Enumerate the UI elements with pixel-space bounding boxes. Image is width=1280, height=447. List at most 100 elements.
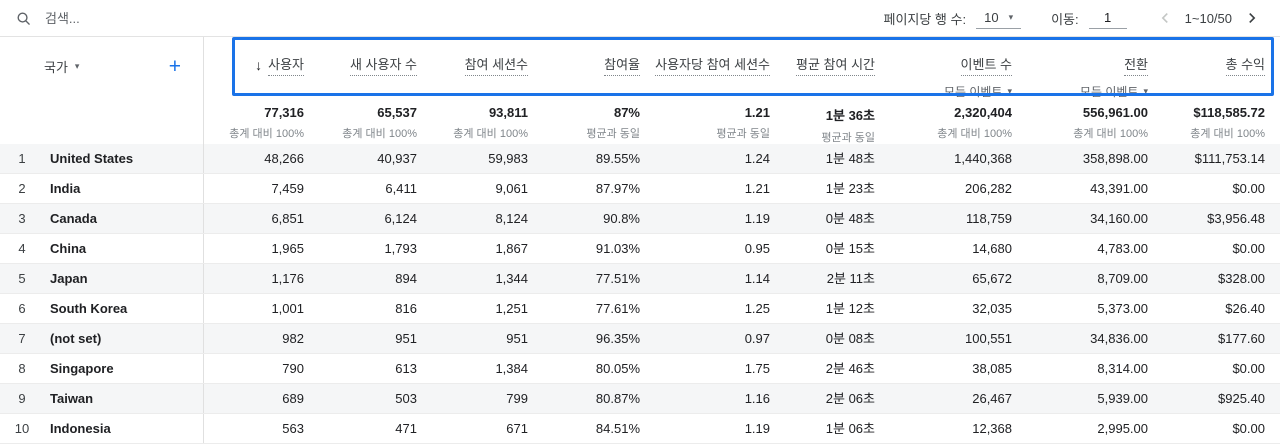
metric-headers: ↓ 사용자 새 사용자 수 참여 세션수 참여율 사용자당 참여 세션수 평균 참여 시간 이… — [204, 37, 1280, 99]
row-cell: 503 — [395, 391, 417, 406]
dimension-header-cell: 국가 ▾ + — [0, 37, 204, 96]
table-toolbar: 페이지당 행 수: 10 ▾ 이동: 1~10/50 — [0, 0, 1280, 37]
totals-cell: 1분 36초 평균과 동일 — [770, 96, 875, 144]
rows-per-page-label: 페이지당 행 수: — [883, 11, 967, 27]
previous-page-button[interactable] — [1151, 8, 1179, 28]
goto-page-label: 이동: — [1051, 11, 1079, 27]
row-country: China — [44, 234, 204, 263]
row-cell: 1분 06초 — [825, 421, 875, 436]
row-cell: $0.00 — [1232, 181, 1265, 196]
row-cell: 91.03% — [595, 241, 640, 256]
event-filter-dropdown[interactable]: 모든 이벤트 ▾ — [875, 83, 1012, 100]
column-header-8[interactable]: 총 수익 — [1148, 37, 1280, 96]
row-cell: 2분 46초 — [825, 361, 875, 376]
row-cell: 1,867 — [495, 241, 528, 256]
search-input[interactable] — [43, 9, 363, 27]
totals-sublabel: 총계 대비 100% — [342, 128, 417, 140]
table-header-row: 국가 ▾ + ↓ 사용자 새 사용자 수 참여 세션수 참여율 사용자당 참여 세션수 평균… — [0, 37, 1280, 99]
row-country: Singapore — [44, 354, 204, 383]
row-cell: 8,314.00 — [1097, 361, 1148, 376]
row-cell: 5,939.00 — [1097, 391, 1148, 406]
totals-value: 1분 36초 — [825, 108, 875, 123]
column-header-label[interactable]: 참여율 — [604, 54, 640, 76]
pagination-range: 1~10/50 — [1184, 10, 1232, 26]
column-header-label[interactable]: 총 수익 — [1225, 54, 1265, 76]
row-cell: $925.40 — [1218, 391, 1265, 406]
table-row: 4 China 1,965 1,793 1,867 91.03% 0.95 0분 15초 14,… — [0, 234, 1280, 264]
row-cell: 816 — [395, 301, 417, 316]
row-cell: 1,344 — [495, 271, 528, 286]
column-header-5[interactable]: 평균 참여 시간 — [770, 37, 875, 96]
row-cell: 1.21 — [744, 181, 770, 196]
column-header-line: 새 사용자 수 — [304, 54, 417, 76]
row-cell: 65,672 — [972, 271, 1012, 286]
sort-descending-icon: ↓ — [255, 57, 263, 73]
row-cell: 206,282 — [965, 181, 1012, 196]
next-page-button[interactable] — [1238, 8, 1266, 28]
column-header-label[interactable]: 평균 참여 시간 — [796, 54, 875, 76]
row-cell: 1.25 — [744, 301, 770, 316]
row-cell: 38,085 — [972, 361, 1012, 376]
column-header-4[interactable]: 사용자당 참여 세션수 — [640, 37, 770, 96]
column-header-0[interactable]: ↓ 사용자 — [204, 37, 304, 96]
totals-value: $118,585.72 — [1193, 105, 1265, 120]
column-header-line: 전환 — [1012, 54, 1148, 76]
row-cell: 951 — [506, 331, 528, 346]
column-header-line: 이벤트 수 — [875, 54, 1012, 76]
column-header-line: ↓ 사용자 — [204, 54, 304, 76]
row-rank: 10 — [14, 421, 30, 436]
table-row: 1 United States 48,266 40,937 59,983 89.55% 1.… — [0, 144, 1280, 174]
pagination-controls: 페이지당 행 수: 10 ▾ 이동: 1~10/50 — [883, 7, 1266, 29]
row-cell: 6,124 — [384, 211, 417, 226]
row-cell: 34,836.00 — [1090, 331, 1148, 346]
row-cell: 80.05% — [595, 361, 640, 376]
row-cell: 59,983 — [488, 151, 528, 166]
event-filter-dropdown[interactable]: 모든 이벤트 ▾ — [1012, 83, 1148, 100]
row-cell: 2분 06초 — [825, 391, 875, 406]
row-cell: 1,965 — [271, 241, 304, 256]
row-rank: 7 — [18, 331, 26, 346]
rows-per-page-select[interactable]: 10 ▾ — [976, 8, 1022, 29]
row-cell: $3,956.48 — [1207, 211, 1265, 226]
add-dimension-button[interactable]: + — [168, 55, 181, 78]
column-header-label[interactable]: 전환 — [1124, 54, 1148, 76]
row-country: Taiwan — [44, 384, 204, 413]
totals-sublabel: 총계 대비 100% — [1190, 128, 1265, 140]
column-header-2[interactable]: 참여 세션수 — [417, 37, 528, 96]
row-cell: 7,459 — [271, 181, 304, 196]
column-header-label[interactable]: 이벤트 수 — [960, 54, 1012, 76]
table-row: 6 South Korea 1,001 816 1,251 77.61% 1.25 1분 12… — [0, 294, 1280, 324]
column-header-label[interactable]: 참여 세션수 — [464, 54, 528, 76]
row-cell: 2분 11초 — [826, 271, 875, 286]
dimension-dropdown[interactable]: 국가 ▾ — [44, 57, 79, 76]
row-cell: 471 — [395, 421, 417, 436]
column-header-1[interactable]: 새 사용자 수 — [304, 37, 417, 96]
totals-value: 2,320,404 — [954, 105, 1012, 120]
goto-page-input[interactable] — [1088, 7, 1127, 29]
column-header-label[interactable]: 사용자당 참여 세션수 — [655, 54, 770, 76]
column-header-line: 총 수익 — [1148, 54, 1265, 76]
table-row: 9 Taiwan 689 503 799 80.87% 1.16 2분 06초 26,467 5,… — [0, 384, 1280, 414]
row-cell: 77.61% — [595, 301, 640, 316]
totals-sublabel: 평균과 동일 — [586, 128, 640, 140]
row-cell: 100,551 — [965, 331, 1012, 346]
totals-sublabel: 총계 대비 100% — [937, 128, 1012, 140]
row-cell: 8,709.00 — [1097, 271, 1148, 286]
table-body: 1 United States 48,266 40,937 59,983 89.55% 1.… — [0, 144, 1280, 444]
row-rank: 4 — [18, 241, 26, 256]
dimension-label: 국가 — [44, 60, 68, 75]
column-header-label[interactable]: 새 사용자 수 — [349, 54, 417, 76]
row-cell: $177.60 — [1218, 331, 1265, 346]
chevron-down-icon: ▾ — [1007, 86, 1012, 96]
column-header-3[interactable]: 참여율 — [528, 37, 640, 96]
row-cell: 1,384 — [495, 361, 528, 376]
totals-sublabel: 총계 대비 100% — [229, 128, 304, 140]
totals-value: 77,316 — [264, 105, 304, 120]
totals-metrics: 77,316 총계 대비 100% 65,537 총계 대비 100% 93,811 총계… — [204, 96, 1280, 144]
row-cell: 5,373.00 — [1097, 301, 1148, 316]
row-cell: $26.40 — [1225, 301, 1265, 316]
row-cell: 0분 08초 — [825, 331, 875, 346]
column-header-label[interactable]: 사용자 — [268, 54, 304, 76]
